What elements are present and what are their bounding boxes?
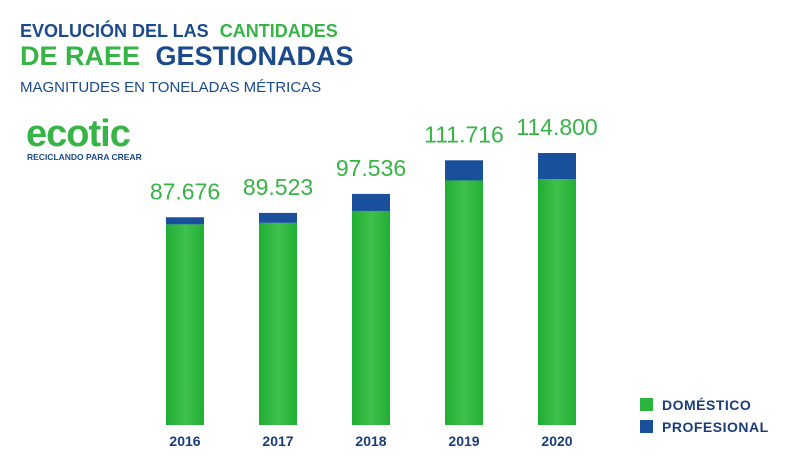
- x-tick-label: 2016: [169, 433, 200, 449]
- title-part: DE RAEE: [20, 41, 140, 71]
- bar-segment: [166, 217, 204, 225]
- title-part: GESTIONADAS: [156, 41, 354, 71]
- total-label: 97.536: [336, 155, 406, 181]
- total-label: 114.800: [516, 114, 597, 140]
- title-part: EVOLUCIÓN DEL LAS: [20, 20, 209, 41]
- legend-label: DOMÉSTICO: [662, 397, 751, 413]
- x-tick-label: 2020: [541, 433, 572, 449]
- x-tick-label: 2019: [448, 433, 479, 449]
- bar-segment: [538, 179, 576, 425]
- legend-swatch: [640, 398, 653, 411]
- legend-label: PROFESIONAL: [662, 419, 769, 435]
- x-tick-label: 2017: [262, 433, 293, 449]
- bar-segment: [166, 224, 204, 425]
- bar-segment: [352, 210, 390, 425]
- total-label: 89.523: [243, 174, 313, 200]
- chart-title: DE RAEE GESTIONADAS: [20, 41, 354, 71]
- bar-segment: [259, 222, 297, 425]
- logo-tagline: RECICLANDO PARA CREAR: [27, 152, 142, 162]
- subtitle: MAGNITUDES EN TONELADAS MÉTRICAS: [20, 79, 321, 96]
- x-tick-label: 2018: [355, 433, 386, 449]
- bar-segment: [259, 212, 297, 223]
- bar-segment: [352, 193, 390, 211]
- logo: ecotic: [26, 113, 131, 155]
- bar-segment: [445, 160, 483, 181]
- title-part: CANTIDADES: [220, 21, 338, 41]
- chart-title: EVOLUCIÓN DEL LAS CANTIDADES: [20, 20, 338, 41]
- total-label: 87.676: [150, 178, 220, 204]
- bar-segment: [538, 153, 576, 180]
- bar-segment: [445, 180, 483, 425]
- legend-swatch: [640, 420, 653, 433]
- total-label: 111.716: [424, 121, 504, 147]
